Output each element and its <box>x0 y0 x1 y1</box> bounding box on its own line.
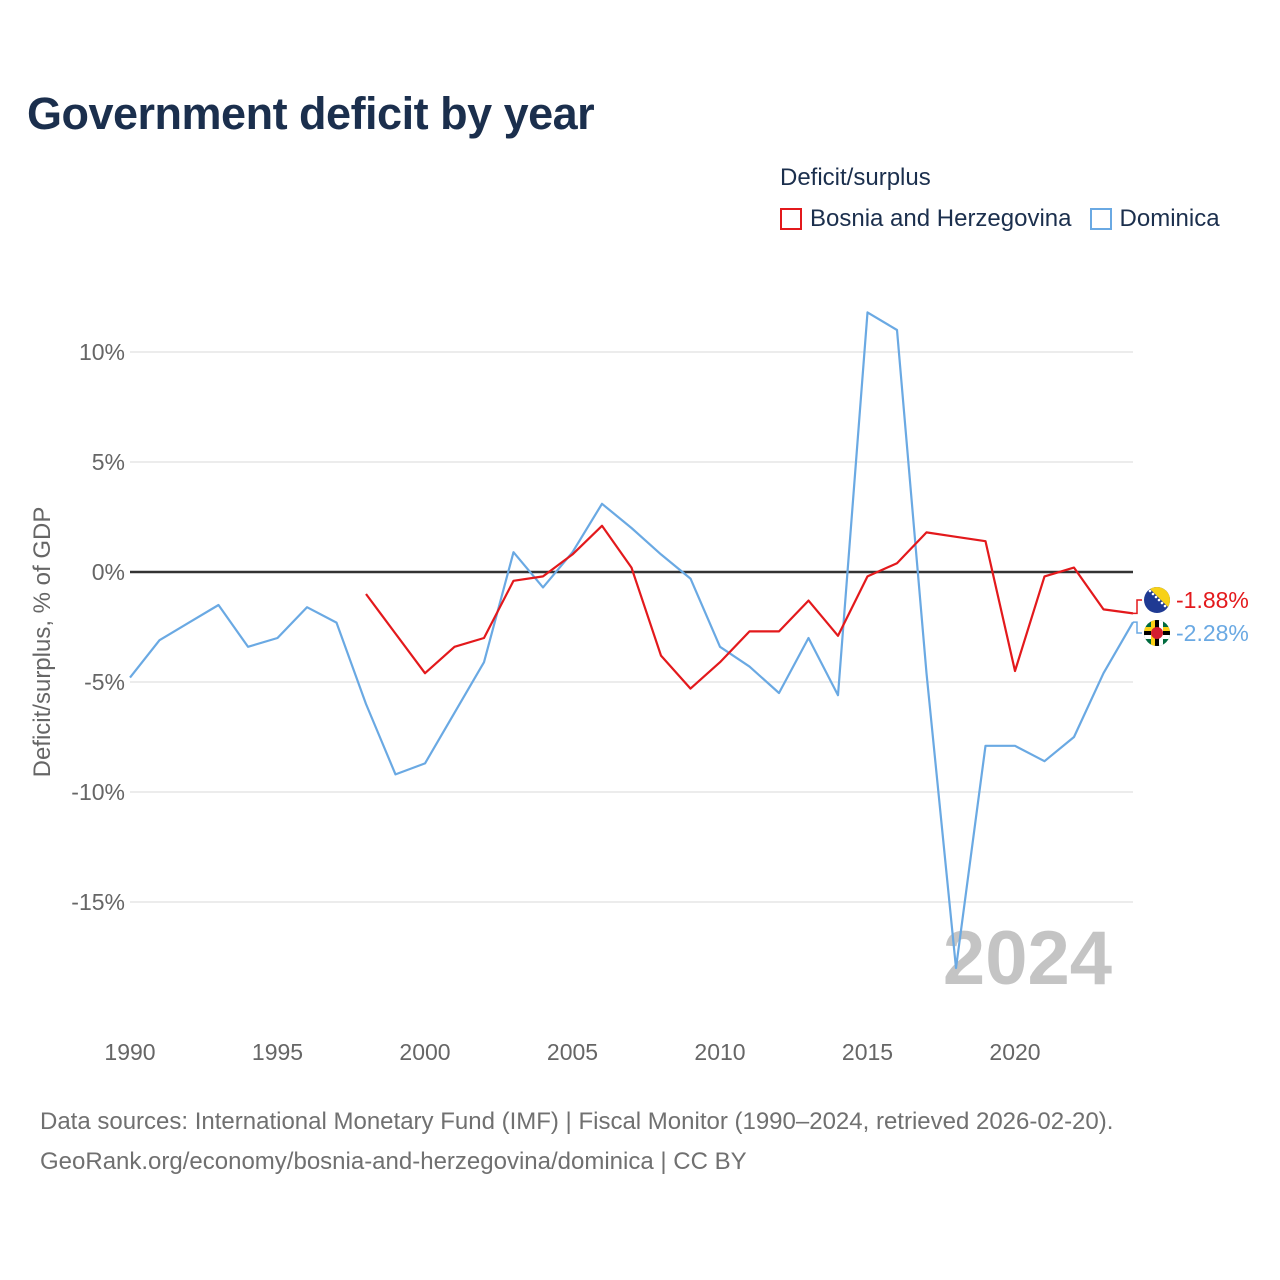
legend: Bosnia and Herzegovina Dominica <box>780 205 1238 233</box>
data-point-bosnia[interactable] <box>803 595 815 607</box>
legend-label-bosnia: Bosnia and Herzegovina <box>810 205 1072 232</box>
legend-item-bosnia[interactable]: Bosnia and Herzegovina <box>780 205 1072 233</box>
end-value-label-bosnia: -1.88% <box>1176 587 1249 613</box>
data-point-dominica[interactable] <box>272 632 284 644</box>
data-points <box>124 306 1139 974</box>
data-point-bosnia[interactable] <box>950 531 962 543</box>
data-point-bosnia[interactable] <box>1068 562 1080 574</box>
x-tick-label: 2005 <box>547 1039 598 1065</box>
y-tick-label: 5% <box>92 449 125 475</box>
data-point-dominica[interactable] <box>124 672 136 684</box>
data-point-dominica[interactable] <box>449 707 461 719</box>
y-tick-label: -10% <box>71 779 125 805</box>
data-point-bosnia[interactable] <box>419 667 431 679</box>
source-url[interactable]: GeoRank.org/economy/bosnia-and-herzegovi… <box>40 1148 747 1175</box>
data-point-bosnia[interactable] <box>921 526 933 538</box>
legend-title: Deficit/surplus <box>780 164 931 191</box>
year-watermark: 2024 <box>943 916 1112 1001</box>
data-point-dominica[interactable] <box>744 661 756 673</box>
series-line-bosnia[interactable] <box>365 524 1134 690</box>
data-point-dominica[interactable] <box>655 548 667 560</box>
dominica-flag-icon <box>1144 620 1170 646</box>
data-point-bosnia[interactable] <box>862 570 874 582</box>
data-point-bosnia[interactable] <box>1009 665 1021 677</box>
data-point-dominica[interactable] <box>921 667 933 679</box>
data-point-bosnia[interactable] <box>626 562 638 574</box>
end-label-connector-bosnia <box>1133 599 1142 615</box>
data-point-dominica[interactable] <box>390 768 402 780</box>
data-point-bosnia[interactable] <box>1098 603 1110 615</box>
end-label-connector-dominica <box>1133 621 1142 634</box>
data-point-dominica[interactable] <box>714 641 726 653</box>
y-tick-label: 10% <box>79 339 125 365</box>
y-tick-label: 0% <box>92 559 125 585</box>
data-point-dominica[interactable] <box>567 546 579 558</box>
data-point-dominica[interactable] <box>331 617 343 629</box>
data-point-bosnia[interactable] <box>508 575 520 587</box>
data-point-bosnia[interactable] <box>449 641 461 653</box>
data-point-bosnia[interactable] <box>832 630 844 642</box>
data-point-dominica[interactable] <box>1098 667 1110 679</box>
data-point-dominica[interactable] <box>478 656 490 668</box>
x-tick-labels: 1990 1995 2000 2005 2010 2015 2020 <box>104 1039 1040 1065</box>
data-point-dominica[interactable] <box>419 757 431 769</box>
data-point-dominica[interactable] <box>596 498 608 510</box>
data-point-dominica[interactable] <box>508 546 520 558</box>
data-point-dominica[interactable] <box>154 634 166 646</box>
legend-item-dominica[interactable]: Dominica <box>1089 205 1220 233</box>
grid-lines <box>130 351 1133 903</box>
data-point-bosnia[interactable] <box>891 557 903 569</box>
x-tick-label: 2020 <box>989 1039 1040 1065</box>
data-point-bosnia[interactable] <box>478 632 490 644</box>
data-point-bosnia[interactable] <box>685 683 697 695</box>
data-point-bosnia[interactable] <box>714 656 726 668</box>
line-chart: 10% 5% 0% -5% -10% -15% 1990 1995 2000 2005 2010 2… <box>29 306 1249 1065</box>
y-axis-label: Deficit/surplus, % of GDP <box>29 507 56 778</box>
y-tick-label: -15% <box>71 889 125 915</box>
data-point-dominica[interactable] <box>213 599 225 611</box>
data-point-bosnia[interactable] <box>390 628 402 640</box>
legend-label-dominica: Dominica <box>1119 205 1220 232</box>
data-point-dominica[interactable] <box>685 573 697 585</box>
x-tick-label: 2010 <box>694 1039 745 1065</box>
data-point-dominica[interactable] <box>301 601 313 613</box>
data-point-dominica[interactable] <box>950 962 962 974</box>
data-point-dominica[interactable] <box>803 632 815 644</box>
end-value-label-dominica: -2.28% <box>1176 620 1249 646</box>
y-tick-labels: 10% 5% 0% -5% -10% -15% <box>71 339 125 915</box>
y-tick-label: -5% <box>84 669 125 695</box>
data-point-bosnia[interactable] <box>596 520 608 532</box>
data-point-dominica[interactable] <box>1068 731 1080 743</box>
source-citation: Data sources: International Monetary Fun… <box>40 1108 1114 1135</box>
data-point-bosnia[interactable] <box>744 625 756 637</box>
data-point-dominica[interactable] <box>626 522 638 534</box>
bosnia-flag-icon <box>1144 587 1170 613</box>
data-point-dominica[interactable] <box>832 689 844 701</box>
x-tick-label: 1990 <box>104 1039 155 1065</box>
data-point-dominica[interactable] <box>242 641 254 653</box>
x-tick-label: 2000 <box>399 1039 450 1065</box>
x-tick-label: 1995 <box>252 1039 303 1065</box>
chart-title: Government deficit by year <box>27 88 595 139</box>
data-point-bosnia[interactable] <box>1039 570 1051 582</box>
data-point-bosnia[interactable] <box>773 625 785 637</box>
data-point-dominica[interactable] <box>537 581 549 593</box>
x-tick-label: 2015 <box>842 1039 893 1065</box>
data-point-dominica[interactable] <box>1009 740 1021 752</box>
data-point-dominica[interactable] <box>891 324 903 336</box>
data-point-dominica[interactable] <box>862 306 874 318</box>
data-point-dominica[interactable] <box>980 740 992 752</box>
legend-swatch-dominica <box>1089 208 1112 230</box>
data-point-dominica[interactable] <box>183 617 195 629</box>
data-point-dominica[interactable] <box>1039 755 1051 767</box>
data-point-bosnia[interactable] <box>980 535 992 547</box>
series-line-dominica[interactable] <box>129 311 1134 970</box>
data-point-dominica[interactable] <box>773 687 785 699</box>
legend-swatch-bosnia <box>780 208 802 230</box>
data-point-bosnia[interactable] <box>360 588 372 600</box>
data-point-bosnia[interactable] <box>655 650 667 662</box>
data-point-bosnia[interactable] <box>537 570 549 582</box>
data-point-dominica[interactable] <box>360 698 372 710</box>
